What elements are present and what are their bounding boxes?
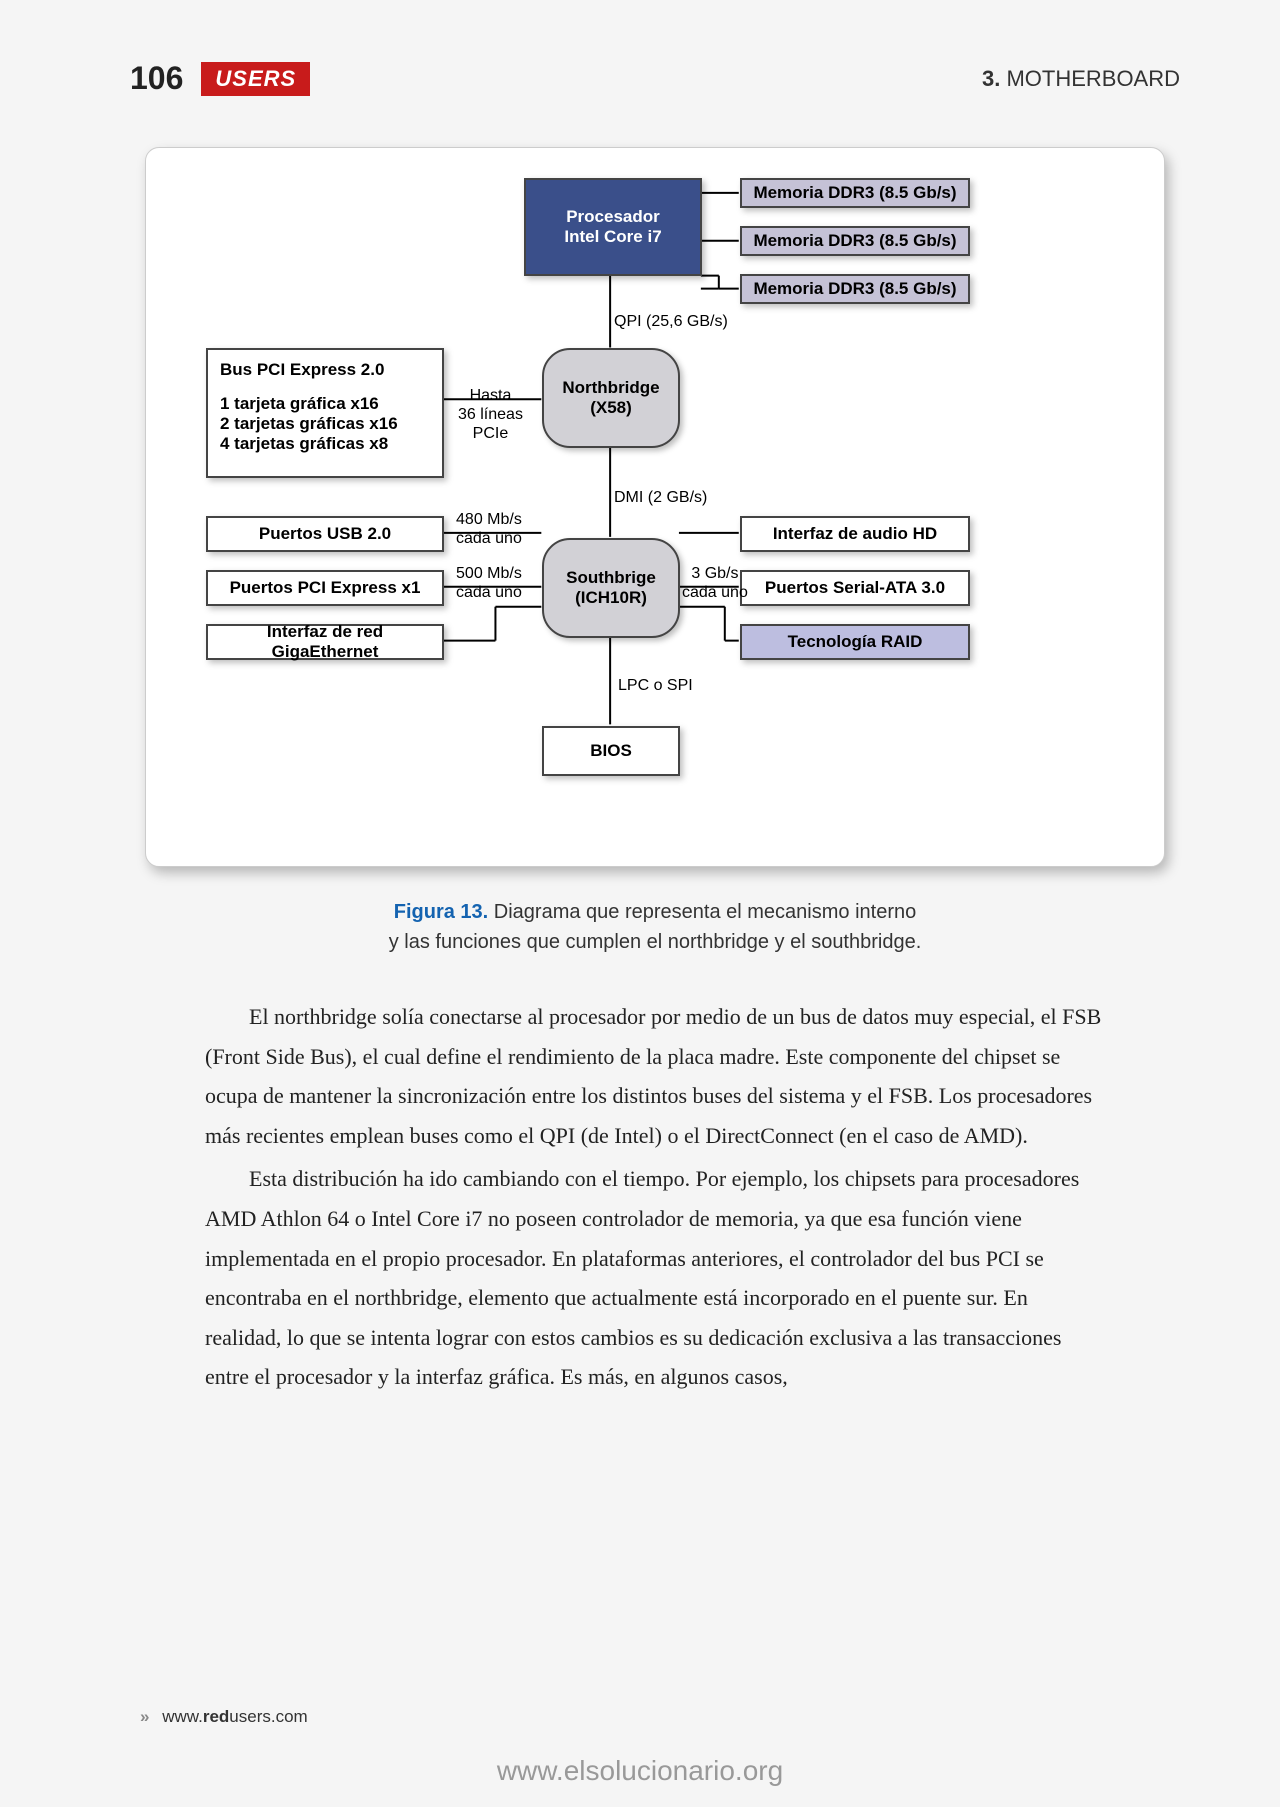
page-header: 106 USERS 3. MOTHERBOARD (130, 60, 1180, 97)
node-pcix1: Puertos PCI Express x1 (206, 570, 444, 606)
node-ddr1: Memoria DDR3 (8.5 Gb/s) (740, 178, 970, 208)
node-eth: Interfaz de red GigaEthernet (206, 624, 444, 660)
body-text: El northbridge solía conectarse al proce… (205, 997, 1105, 1397)
node-nb: Northbridge(X58) (542, 348, 680, 448)
figure-caption: Figura 13. Diagrama que representa el me… (295, 897, 1015, 957)
paragraph-1: El northbridge solía conectarse al proce… (205, 997, 1105, 1155)
node-sb: Southbrige(ICH10R) (542, 538, 680, 638)
node-cpu: ProcesadorIntel Core i7 (524, 178, 702, 276)
footer-url-bold: red (203, 1707, 229, 1726)
label-qpi: QPI (25,6 GB/s) (614, 312, 728, 331)
chapter-title: 3. MOTHERBOARD (982, 66, 1180, 92)
label-dmi: DMI (2 GB/s) (614, 488, 707, 507)
page-footer: » www.redusers.com (140, 1707, 308, 1727)
caption-line1: Diagrama que representa el mecanismo int… (494, 901, 916, 923)
footer-url-pre: www. (162, 1707, 203, 1726)
publisher-logo: USERS (201, 62, 310, 96)
header-left: 106 USERS (130, 60, 310, 97)
figure-number: Figura 13. (394, 901, 488, 923)
chevron-icon: » (140, 1707, 149, 1726)
watermark: www.elsolucionario.org (0, 1755, 1280, 1787)
footer-url-mid: users (229, 1707, 271, 1726)
node-usb: Puertos USB 2.0 (206, 516, 444, 552)
node-raid: Tecnología RAID (740, 624, 970, 660)
caption-line2: y las funciones que cumplen el northbrid… (389, 931, 922, 953)
label-usb_spd: 480 Mb/scada uno (456, 510, 522, 548)
node-bios: BIOS (542, 726, 680, 776)
label-lpc: LPC o SPI (618, 676, 693, 695)
footer-url-post: .com (271, 1707, 308, 1726)
label-pci_spd: 500 Mb/scada uno (456, 564, 522, 602)
label-sata_spd: 3 Gb/scada uno (682, 564, 748, 602)
northbridge-southbridge-diagram: ProcesadorIntel Core i7 Memoria DDR3 (8.5… (145, 147, 1165, 867)
label-pcie: Hasta36 líneasPCIe (458, 386, 523, 444)
chapter-name: MOTHERBOARD (1006, 66, 1180, 91)
node-pci_box: Bus PCI Express 2.01 tarjeta gráfica x16… (206, 348, 444, 478)
chapter-number: 3. (982, 66, 1000, 91)
node-ddr2: Memoria DDR3 (8.5 Gb/s) (740, 226, 970, 256)
node-ddr3: Memoria DDR3 (8.5 Gb/s) (740, 274, 970, 304)
node-audio: Interfaz de audio HD (740, 516, 970, 552)
node-sata: Puertos Serial-ATA 3.0 (740, 570, 970, 606)
paragraph-2: Esta distribución ha ido cambiando con e… (205, 1159, 1105, 1397)
page-number: 106 (130, 60, 183, 97)
